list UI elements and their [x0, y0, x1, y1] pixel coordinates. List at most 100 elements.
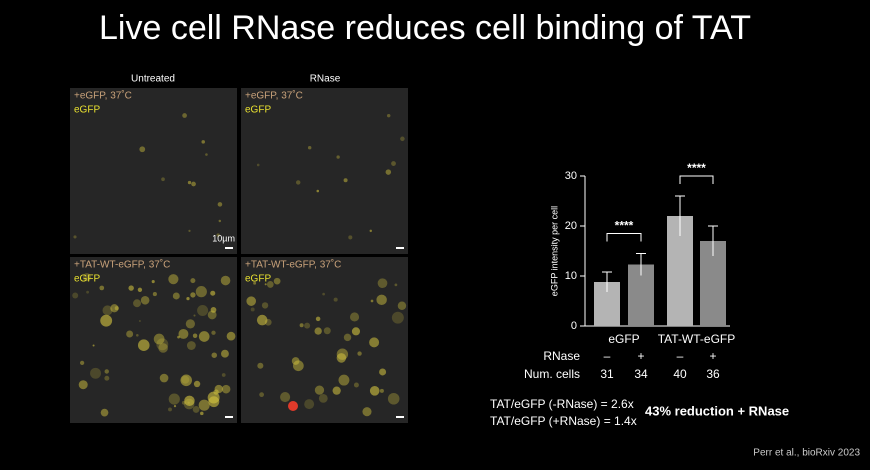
signal: [200, 411, 204, 416]
y-tick-label: 30: [565, 170, 577, 182]
citation: Perr et al., bioRxiv 2023: [753, 448, 860, 459]
signal: [138, 320, 141, 323]
signal: [214, 384, 223, 394]
signal: [114, 306, 119, 311]
signal: [185, 319, 196, 329]
signal: [183, 398, 195, 410]
signal: [292, 360, 304, 372]
signal: [349, 312, 360, 322]
signal: [100, 408, 109, 417]
signal: [304, 399, 315, 410]
signal: [191, 181, 196, 187]
signal: [158, 343, 168, 353]
signal: [207, 310, 217, 320]
signal: [256, 314, 268, 326]
signal: [304, 322, 311, 329]
scale-label: 10µm: [212, 233, 235, 243]
signal: [193, 380, 201, 388]
signal: [78, 380, 88, 390]
signal: [221, 373, 226, 377]
signal: [353, 382, 359, 388]
signal: [332, 386, 341, 395]
signal: [161, 177, 165, 182]
signal: [322, 292, 325, 296]
signal: [102, 305, 113, 316]
condition-label: +eGFP, 37˚C: [245, 90, 303, 102]
signal: [273, 277, 281, 285]
signal: [369, 229, 372, 233]
signal: [197, 304, 209, 317]
y-axis-label: eGFP intensity per cell: [549, 206, 559, 296]
rnase-sign: +: [709, 349, 716, 363]
signal: [79, 360, 85, 365]
signal: [180, 374, 192, 387]
signal: [192, 333, 198, 338]
signal: [257, 362, 264, 369]
signal: [295, 180, 301, 185]
ratio-note: TAT/eGFP (+RNase) = 1.4x: [490, 414, 637, 428]
signal: [99, 285, 105, 291]
rnase-sign: –: [677, 349, 684, 363]
signal: [104, 369, 109, 374]
signal: [386, 113, 391, 118]
signal: [362, 407, 372, 417]
channel-label: eGFP: [74, 105, 100, 116]
signal: [343, 333, 352, 342]
signal: [195, 286, 207, 298]
signal: [314, 385, 325, 395]
signal: [201, 140, 205, 144]
signal: [348, 235, 353, 240]
signal: [379, 368, 387, 376]
signal: [226, 331, 236, 341]
signal: [137, 287, 143, 292]
signal: [186, 297, 190, 301]
signal: [316, 189, 320, 193]
signal: [387, 392, 400, 405]
signal: [357, 351, 362, 356]
signal: [369, 386, 380, 396]
ratio-note: TAT/eGFP (-RNase) = 2.6x: [490, 397, 634, 411]
signal: [211, 330, 216, 335]
signal: [159, 373, 169, 383]
signal: [173, 404, 177, 408]
signal: [307, 145, 312, 150]
rnase-sign: +: [637, 349, 644, 363]
signal: [137, 339, 150, 351]
highlight: 43% reduction + RNase: [645, 403, 789, 418]
micrograph: [241, 257, 408, 423]
signal: [338, 374, 350, 386]
signal: [152, 292, 157, 297]
signal: [190, 292, 196, 298]
signal: [216, 233, 220, 237]
signal: [218, 219, 222, 223]
signal: [221, 349, 229, 358]
signal: [73, 235, 77, 239]
signal: [220, 275, 231, 286]
signal: [156, 338, 169, 351]
signal: [280, 391, 291, 403]
signal: [172, 292, 180, 300]
signal: [314, 327, 322, 335]
signal: [394, 283, 398, 287]
row-label: RNase: [543, 349, 580, 363]
column-header: Untreated: [131, 74, 175, 85]
signal: [126, 330, 134, 338]
y-tick-label: 0: [571, 320, 577, 332]
signal: [400, 136, 405, 142]
signal: [318, 393, 328, 403]
signal: [198, 399, 210, 411]
signal: [221, 384, 231, 394]
signal: [178, 328, 189, 339]
signal: [246, 296, 256, 306]
signal: [264, 283, 267, 286]
signal: [336, 155, 340, 159]
signal: [104, 375, 110, 381]
signal: [136, 333, 139, 337]
signal: [181, 400, 186, 405]
signal: [397, 301, 407, 310]
signal: [133, 299, 141, 308]
signal: [391, 161, 396, 166]
signal: [177, 335, 180, 339]
channel-label: eGFP: [74, 274, 100, 285]
